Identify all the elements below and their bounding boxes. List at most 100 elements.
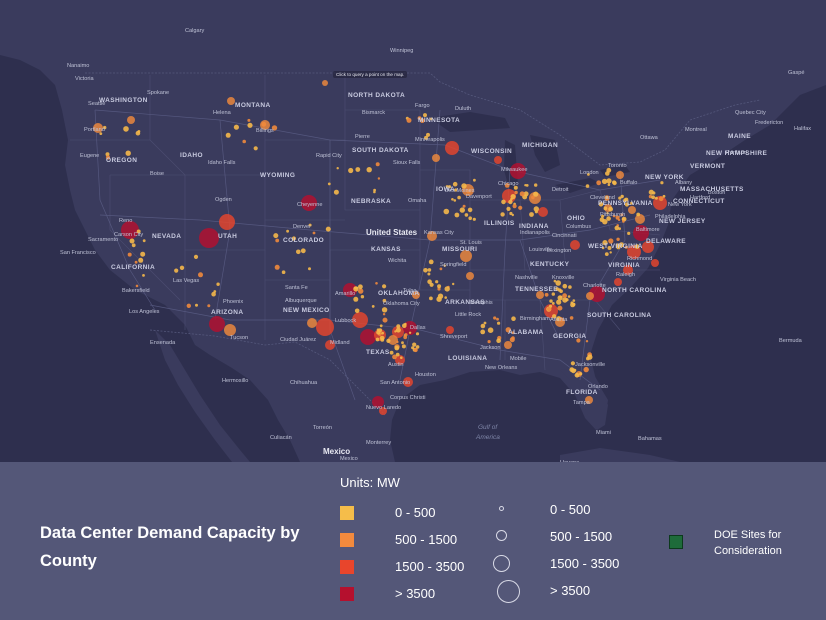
demand-dot-small[interactable] <box>574 372 580 378</box>
demand-dot-small[interactable] <box>596 180 602 186</box>
demand-dot-small[interactable] <box>496 317 499 321</box>
demand-dot-small[interactable] <box>281 270 286 275</box>
demand-dot-small[interactable] <box>400 356 403 360</box>
demand-dot-small[interactable] <box>127 252 132 257</box>
demand-dot-small[interactable] <box>336 167 339 170</box>
demand-dot-small[interactable] <box>565 298 569 302</box>
demand-dot-small[interactable] <box>358 284 363 290</box>
demand-dot-small[interactable] <box>529 212 534 217</box>
demand-dot-small[interactable] <box>451 198 454 201</box>
demand-dot-small[interactable] <box>392 354 397 360</box>
demand-dot-small[interactable] <box>601 246 605 250</box>
demand-dot-small[interactable] <box>480 329 486 335</box>
demand-dot[interactable] <box>445 141 459 155</box>
demand-dot-small[interactable] <box>568 285 572 289</box>
demand-dot-small[interactable] <box>534 183 538 187</box>
demand-dot-small[interactable] <box>382 298 387 303</box>
demand-dot-small[interactable] <box>462 204 466 208</box>
demand-dot-small[interactable] <box>493 316 497 320</box>
demand-dot[interactable] <box>403 377 413 387</box>
demand-dot-small[interactable] <box>142 239 146 243</box>
demand-dot-small[interactable] <box>559 289 563 294</box>
demand-dot-small[interactable] <box>291 236 296 241</box>
demand-dot-small[interactable] <box>504 183 510 188</box>
demand-dot-small[interactable] <box>579 372 583 376</box>
demand-dot-small[interactable] <box>395 352 400 357</box>
demand-dot-small[interactable] <box>468 216 473 220</box>
demand-dot-small[interactable] <box>453 199 457 202</box>
demand-dot-small[interactable] <box>271 125 278 131</box>
demand-dot-small[interactable] <box>401 344 406 349</box>
demand-dot-small[interactable] <box>378 328 383 333</box>
demand-dot-small[interactable] <box>427 279 432 285</box>
demand-dot-small[interactable] <box>382 284 387 289</box>
demand-dot[interactable] <box>651 259 659 267</box>
demand-dot[interactable] <box>536 291 544 299</box>
demand-dot-small[interactable] <box>648 189 654 195</box>
demand-dot-small[interactable] <box>174 268 179 273</box>
demand-dot-small[interactable] <box>105 152 110 157</box>
demand-dot-small[interactable] <box>179 265 185 270</box>
demand-dot-small[interactable] <box>511 331 515 335</box>
demand-dot-small[interactable] <box>534 210 539 214</box>
demand-dot-small[interactable] <box>437 287 441 291</box>
demand-dot[interactable] <box>412 291 420 299</box>
demand-dot-small[interactable] <box>360 295 365 299</box>
demand-dot-small[interactable] <box>403 335 408 340</box>
demand-dot-small[interactable] <box>135 130 141 136</box>
demand-dot[interactable] <box>616 171 624 179</box>
demand-dot-small[interactable] <box>371 305 375 308</box>
demand-dot[interactable] <box>372 396 384 408</box>
demand-dot-small[interactable] <box>123 126 129 132</box>
demand-dot-small[interactable] <box>514 190 518 195</box>
demand-dot[interactable] <box>224 324 236 336</box>
demand-dot-small[interactable] <box>382 317 388 323</box>
demand-dot[interactable] <box>121 221 139 239</box>
demand-dot[interactable] <box>427 231 437 241</box>
demand-dot-small[interactable] <box>662 194 666 198</box>
demand-dot[interactable] <box>227 97 235 105</box>
demand-dot-small[interactable] <box>457 195 461 200</box>
demand-dot-small[interactable] <box>379 335 385 341</box>
demand-dot-small[interactable] <box>273 233 279 239</box>
demand-dot-small[interactable] <box>103 125 107 130</box>
demand-dot-small[interactable] <box>622 220 625 223</box>
demand-dot[interactable] <box>127 116 135 124</box>
demand-dot-small[interactable] <box>389 350 394 355</box>
demand-dot[interactable] <box>586 292 594 300</box>
demand-dot-small[interactable] <box>247 122 253 128</box>
demand-dot-small[interactable] <box>195 303 198 307</box>
demand-dot-small[interactable] <box>556 299 562 305</box>
demand-dot-small[interactable] <box>366 167 372 173</box>
demand-dot-small[interactable] <box>518 205 523 210</box>
demand-dot-small[interactable] <box>437 293 444 299</box>
demand-dot-small[interactable] <box>413 347 418 353</box>
demand-dot-small[interactable] <box>353 296 359 302</box>
demand-dot-small[interactable] <box>198 272 203 278</box>
demand-dot-small[interactable] <box>651 195 655 200</box>
demand-dot-small[interactable] <box>394 330 397 333</box>
demand-dot-small[interactable] <box>552 314 557 319</box>
demand-dot-small[interactable] <box>497 321 501 325</box>
demand-dot-small[interactable] <box>443 264 446 267</box>
demand-dot-small[interactable] <box>606 212 609 215</box>
demand-dot-small[interactable] <box>423 268 428 273</box>
demand-dot-small[interactable] <box>131 243 136 248</box>
demand-dot-small[interactable] <box>377 177 381 180</box>
demand-dot-small[interactable] <box>412 342 417 347</box>
demand-dot-small[interactable] <box>609 251 612 254</box>
demand-dot-small[interactable] <box>375 337 380 342</box>
demand-dot-small[interactable] <box>308 267 311 271</box>
demand-dot-small[interactable] <box>496 338 501 344</box>
demand-dot-small[interactable] <box>546 306 552 312</box>
demand-dot-small[interactable] <box>401 341 404 345</box>
demand-dot-small[interactable] <box>452 282 455 286</box>
demand-dot-small[interactable] <box>375 282 378 285</box>
demand-dot-small[interactable] <box>373 188 376 192</box>
demand-dot-small[interactable] <box>216 282 220 286</box>
demand-dot-small[interactable] <box>634 244 640 250</box>
demand-dot-small[interactable] <box>308 223 312 227</box>
demand-dot-small[interactable] <box>312 231 316 235</box>
demand-dot-small[interactable] <box>555 287 559 291</box>
demand-dot-small[interactable] <box>211 291 216 297</box>
